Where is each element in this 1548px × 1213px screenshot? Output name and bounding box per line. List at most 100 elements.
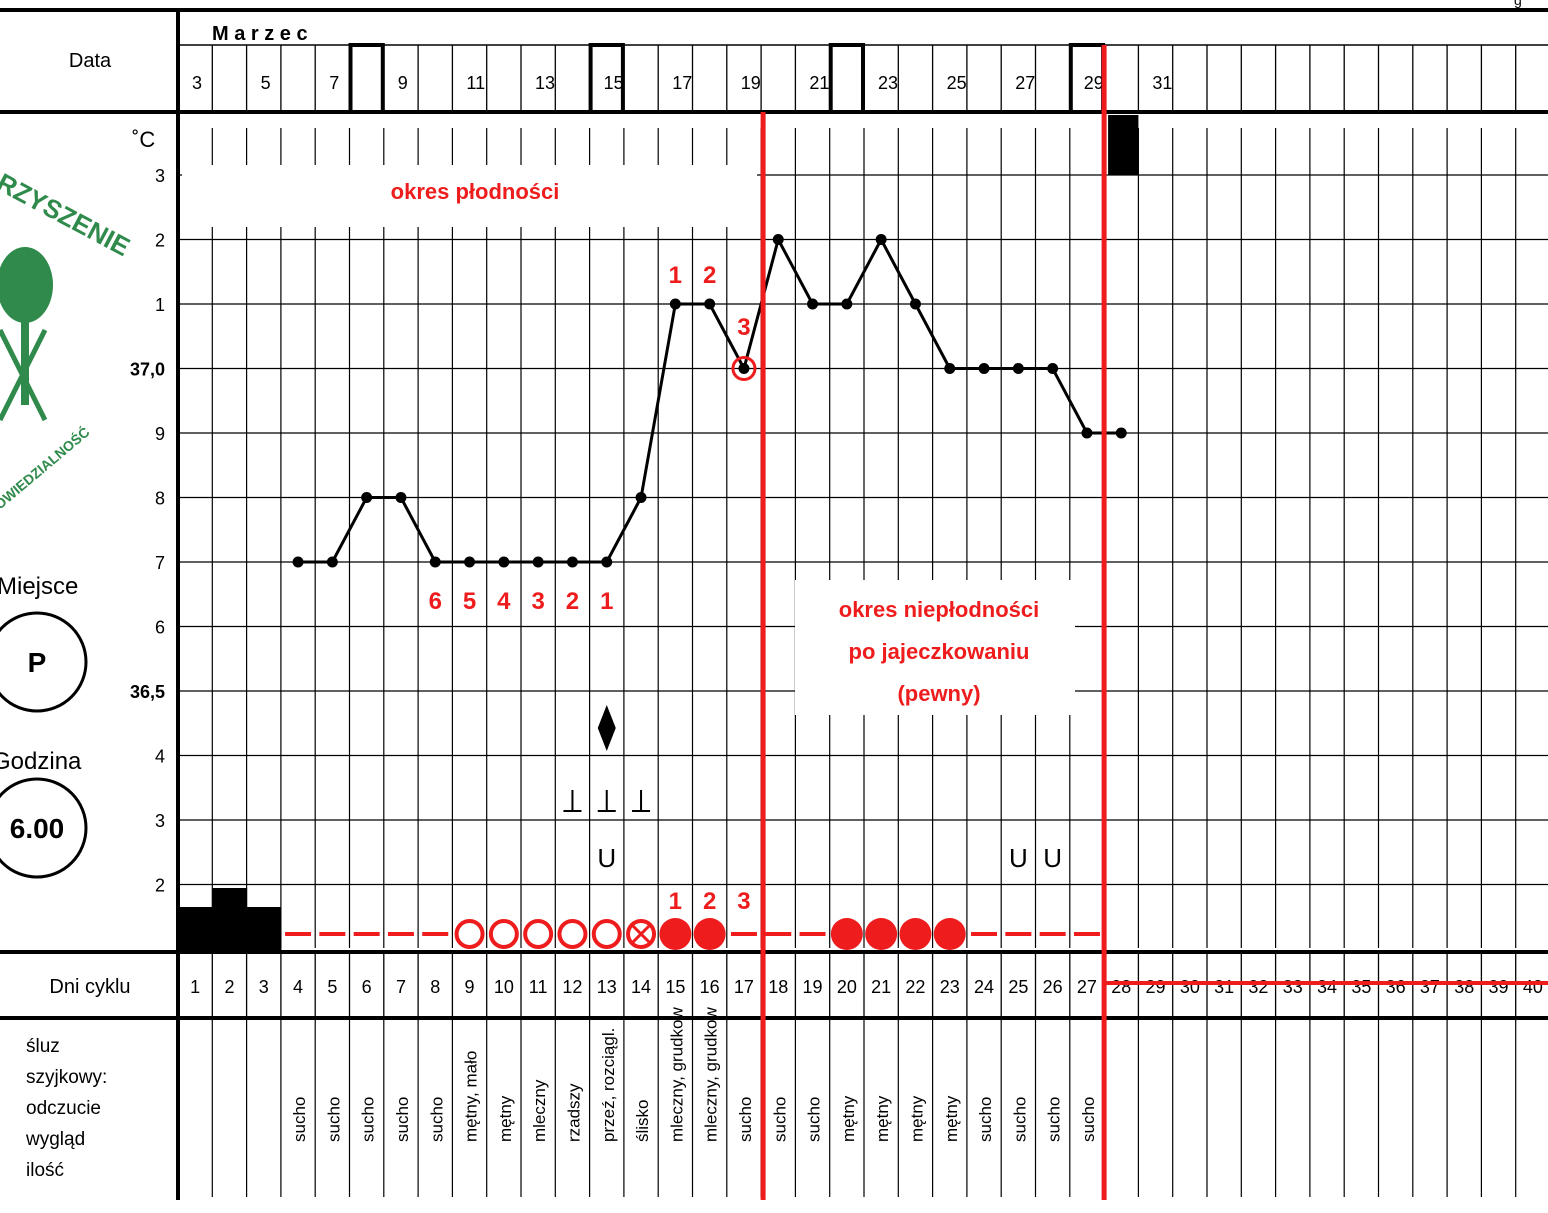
cycle-day-label: 9 (465, 977, 475, 997)
dni-cyklu-label: Dni cyklu (49, 976, 130, 998)
date-label: 25 (947, 73, 967, 93)
fertile-label-box (182, 165, 757, 227)
sluz-label-1: śluz (26, 1036, 60, 1057)
temperature-point (1115, 427, 1127, 439)
corner-mark: g (1514, 0, 1522, 8)
low-count-number: 4 (497, 588, 511, 615)
temperature-point (772, 234, 784, 245)
temperature-point (498, 556, 510, 568)
cycle-day-label: 24 (974, 977, 994, 997)
intercourse-mark (563, 790, 582, 812)
mucus-count-number: 2 (703, 888, 716, 915)
cycle-day-label: 16 (700, 977, 720, 997)
mucus-description: mleczny, grudkow (702, 1006, 721, 1142)
miejsce-circle (0, 611, 88, 713)
date-label: 19 (741, 73, 761, 93)
date-label: 7 (329, 73, 339, 93)
menstruation-bar (246, 907, 282, 950)
temperature-point (841, 298, 853, 310)
cycle-day-label: 40 (1523, 977, 1543, 997)
cycle-day-label: 36 (1386, 977, 1406, 997)
mucus-description: sucho (393, 1097, 412, 1142)
cycle-day-label: 34 (1317, 977, 1337, 997)
celsius-label: ˚C (132, 127, 155, 152)
tree-icon (0, 247, 53, 422)
mucus-crossed-circle (626, 919, 657, 949)
cycle-day-label: 3 (259, 977, 269, 997)
y-tick-label: 2 (155, 876, 165, 896)
infertile-label-box (795, 580, 1075, 715)
date-label: 27 (1015, 73, 1035, 93)
low-count-number: 2 (566, 588, 579, 615)
phase-annotations: okres płodności okres niepłodności po ja… (182, 165, 1075, 715)
mucus-description: mętny, mało (462, 1051, 481, 1142)
cycle-day-label: 10 (494, 977, 514, 997)
date-label: 23 (878, 73, 898, 93)
temperature-point (326, 556, 338, 568)
cycle-day-label: 28 (1111, 977, 1131, 997)
mucus-description: mętny (942, 1095, 961, 1142)
weekend-box (348, 43, 385, 114)
date-label: 5 (261, 73, 271, 93)
sluz-label-3: odczucie (26, 1098, 101, 1119)
data-label: Data (69, 50, 112, 72)
mucus-description: sucho (805, 1097, 824, 1142)
mucus-description: sucho (359, 1097, 378, 1142)
intercourse-mark (632, 790, 651, 812)
mucus-description: sucho (1045, 1097, 1064, 1142)
godzina-label: Godzina (0, 748, 82, 775)
temperature-point (395, 492, 407, 503)
high-count-number: 2 (703, 262, 716, 289)
mucus-filled-circle (659, 918, 692, 950)
sluz-label-2: szyjkowy: (26, 1067, 107, 1088)
mucus-description: sucho (736, 1097, 755, 1142)
temperature-point (292, 556, 304, 568)
cycle-day-label: 30 (1180, 977, 1200, 997)
weekend-box (828, 43, 866, 114)
mucus-description: mętny (839, 1095, 858, 1142)
temperature-point (429, 556, 441, 568)
temperature-point (807, 298, 819, 310)
peak-day-diamond (597, 705, 616, 751)
mucus-open-circle (523, 919, 554, 949)
chart-labels: M a r z e c Data g ˚C Dni cyklu śluz szy… (25, 0, 1522, 1181)
y-tick-label: 1 (155, 295, 165, 315)
cycle-day-label: 11 (529, 977, 548, 997)
menstruation-bar (178, 907, 213, 950)
y-tick-label: 9 (155, 424, 165, 444)
mucus-filled-circle (899, 918, 932, 950)
y-tick-label: 3 (155, 166, 165, 186)
temperature-point (875, 234, 887, 245)
cycle-day-label: 8 (430, 977, 440, 997)
cycle-day-label: 33 (1283, 977, 1303, 997)
low-count-number: 3 (531, 588, 544, 615)
mucus-cross (630, 923, 652, 945)
infertile-phase-label-1: okres niepłodności (839, 597, 1040, 622)
date-label: 11 (466, 73, 485, 93)
date-label: 3 (192, 73, 202, 93)
cycle-day-label: 25 (1008, 977, 1028, 997)
miejsce-value: P (28, 647, 47, 678)
high-count-number: 1 (669, 262, 682, 289)
mucus-count-number: 3 (737, 888, 750, 915)
cycle-day-label: 22 (905, 977, 925, 997)
mucus-description: mętny (496, 1095, 515, 1142)
circled-temperature-point (731, 356, 757, 381)
mucus-description: mętny (907, 1095, 926, 1142)
cycle-day-label: 13 (597, 977, 617, 997)
temperature-point (464, 556, 476, 568)
cycle-day-label: 27 (1077, 977, 1097, 997)
mucus-open-circle (488, 919, 519, 949)
mucus-description: ślisko (633, 1099, 652, 1142)
y-tick-label: 37,0 (130, 360, 165, 380)
y-tick-label: 4 (155, 747, 165, 767)
mucus-description: sucho (770, 1097, 789, 1142)
date-label: 29 (1084, 73, 1104, 93)
cycle-day-label: 15 (665, 977, 685, 997)
mucus-description: sucho (427, 1097, 446, 1142)
mucus-open-circle (591, 919, 622, 949)
date-label: 21 (809, 73, 829, 93)
cycle-day-label: 19 (803, 977, 823, 997)
temperature-point (361, 492, 373, 503)
